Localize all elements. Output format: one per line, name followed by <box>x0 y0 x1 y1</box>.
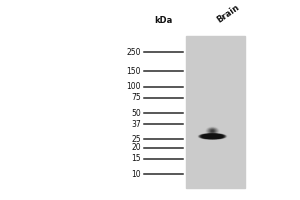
Ellipse shape <box>208 136 217 137</box>
Ellipse shape <box>211 136 214 137</box>
Text: kDa: kDa <box>154 16 172 25</box>
Ellipse shape <box>201 134 224 139</box>
Ellipse shape <box>203 134 222 138</box>
Text: 37: 37 <box>131 120 141 129</box>
Ellipse shape <box>211 136 214 137</box>
Ellipse shape <box>202 134 223 138</box>
Ellipse shape <box>208 128 217 134</box>
Ellipse shape <box>206 135 219 138</box>
Ellipse shape <box>208 135 217 137</box>
Ellipse shape <box>209 129 215 133</box>
Text: 250: 250 <box>127 48 141 57</box>
Ellipse shape <box>200 134 225 139</box>
Ellipse shape <box>205 135 220 138</box>
Ellipse shape <box>212 130 213 132</box>
Text: 10: 10 <box>131 170 141 179</box>
Ellipse shape <box>209 136 215 137</box>
Text: 20: 20 <box>131 143 141 152</box>
Text: 15: 15 <box>131 154 141 163</box>
Ellipse shape <box>204 135 221 138</box>
Ellipse shape <box>208 135 217 137</box>
Ellipse shape <box>203 135 221 138</box>
Ellipse shape <box>206 135 218 138</box>
Text: 50: 50 <box>131 109 141 118</box>
Ellipse shape <box>205 135 220 138</box>
Ellipse shape <box>212 136 213 137</box>
Ellipse shape <box>206 135 220 138</box>
Ellipse shape <box>207 135 218 137</box>
Ellipse shape <box>210 130 214 132</box>
Ellipse shape <box>209 129 216 133</box>
Ellipse shape <box>199 134 226 139</box>
Text: 75: 75 <box>131 93 141 102</box>
Bar <box>186 36 245 188</box>
Ellipse shape <box>202 134 222 138</box>
Ellipse shape <box>201 134 224 139</box>
Text: 150: 150 <box>127 67 141 76</box>
Ellipse shape <box>210 130 215 133</box>
Ellipse shape <box>203 135 222 138</box>
Ellipse shape <box>199 134 226 139</box>
Ellipse shape <box>209 136 216 137</box>
Ellipse shape <box>210 136 215 137</box>
Text: 25: 25 <box>131 135 141 144</box>
Text: Brain: Brain <box>215 3 241 25</box>
Ellipse shape <box>208 128 218 134</box>
Ellipse shape <box>210 136 214 137</box>
Ellipse shape <box>202 134 223 139</box>
Ellipse shape <box>209 136 216 137</box>
Ellipse shape <box>200 134 224 139</box>
Ellipse shape <box>206 135 219 138</box>
Ellipse shape <box>204 135 220 138</box>
Ellipse shape <box>207 135 218 137</box>
Ellipse shape <box>200 134 225 139</box>
Ellipse shape <box>208 129 216 133</box>
Text: 100: 100 <box>127 82 141 91</box>
Ellipse shape <box>200 134 225 139</box>
Ellipse shape <box>211 130 214 132</box>
Ellipse shape <box>211 136 214 137</box>
